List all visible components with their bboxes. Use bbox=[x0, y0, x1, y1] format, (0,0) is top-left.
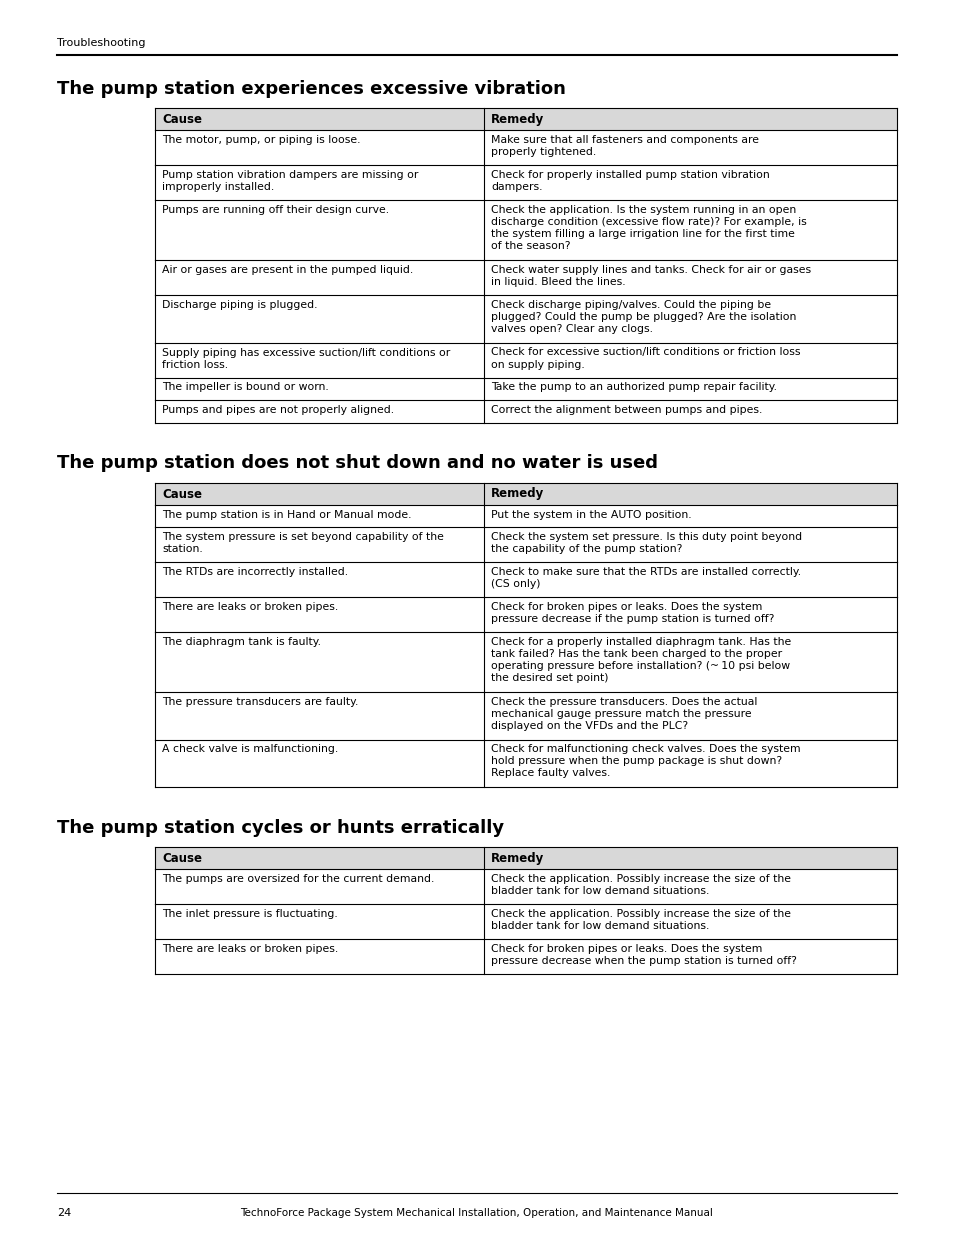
Text: A check valve is malfunctioning.: A check valve is malfunctioning. bbox=[162, 745, 338, 755]
Text: Check the application. Is the system running in an open
discharge condition (exc: Check the application. Is the system run… bbox=[491, 205, 806, 251]
Text: Cause: Cause bbox=[162, 852, 202, 864]
Text: Put the system in the AUTO position.: Put the system in the AUTO position. bbox=[491, 510, 691, 520]
Text: Make sure that all fasteners and components are
properly tightened.: Make sure that all fasteners and compone… bbox=[491, 135, 759, 157]
Text: TechnoForce Package System Mechanical Installation, Operation, and Maintenance M: TechnoForce Package System Mechanical In… bbox=[240, 1208, 713, 1218]
Text: Correct the alignment between pumps and pipes.: Correct the alignment between pumps and … bbox=[491, 405, 761, 415]
Text: Remedy: Remedy bbox=[491, 488, 543, 500]
Bar bbox=[154, 847, 896, 869]
Text: Troubleshooting: Troubleshooting bbox=[57, 38, 146, 48]
Text: The inlet pressure is fluctuating.: The inlet pressure is fluctuating. bbox=[162, 909, 337, 919]
Text: Pumps and pipes are not properly aligned.: Pumps and pipes are not properly aligned… bbox=[162, 405, 394, 415]
Text: Check the application. Possibly increase the size of the
bladder tank for low de: Check the application. Possibly increase… bbox=[491, 874, 790, 897]
Text: Cause: Cause bbox=[162, 488, 202, 500]
Text: Discharge piping is plugged.: Discharge piping is plugged. bbox=[162, 300, 317, 310]
Text: There are leaks or broken pipes.: There are leaks or broken pipes. bbox=[162, 944, 338, 953]
Text: Air or gases are present in the pumped liquid.: Air or gases are present in the pumped l… bbox=[162, 266, 413, 275]
Text: Check water supply lines and tanks. Check for air or gases
in liquid. Bleed the : Check water supply lines and tanks. Chec… bbox=[491, 266, 810, 287]
Bar bbox=[154, 483, 896, 505]
Text: Supply piping has excessive suction/lift conditions or
friction loss.: Supply piping has excessive suction/lift… bbox=[162, 347, 450, 369]
Text: Check discharge piping/valves. Could the piping be
plugged? Could the pump be pl: Check discharge piping/valves. Could the… bbox=[491, 300, 796, 333]
Text: There are leaks or broken pipes.: There are leaks or broken pipes. bbox=[162, 601, 338, 613]
Text: The system pressure is set beyond capability of the
station.: The system pressure is set beyond capabi… bbox=[162, 532, 443, 555]
Text: The pump station does not shut down and no water is used: The pump station does not shut down and … bbox=[57, 454, 658, 473]
Text: The pumps are oversized for the current demand.: The pumps are oversized for the current … bbox=[162, 874, 434, 884]
Text: The pump station is in Hand or Manual mode.: The pump station is in Hand or Manual mo… bbox=[162, 510, 411, 520]
Bar bbox=[154, 107, 896, 130]
Text: The impeller is bound or worn.: The impeller is bound or worn. bbox=[162, 383, 329, 393]
Text: Remedy: Remedy bbox=[491, 852, 543, 864]
Text: Pumps are running off their design curve.: Pumps are running off their design curve… bbox=[162, 205, 389, 215]
Text: The pump station cycles or hunts erratically: The pump station cycles or hunts erratic… bbox=[57, 819, 503, 837]
Text: Take the pump to an authorized pump repair facility.: Take the pump to an authorized pump repa… bbox=[491, 383, 776, 393]
Text: Check the pressure transducers. Does the actual
mechanical gauge pressure match : Check the pressure transducers. Does the… bbox=[491, 697, 757, 731]
Text: Check for a properly installed diaphragm tank. Has the
tank failed? Has the tank: Check for a properly installed diaphragm… bbox=[491, 637, 790, 683]
Text: Pump station vibration dampers are missing or
improperly installed.: Pump station vibration dampers are missi… bbox=[162, 170, 418, 191]
Text: The RTDs are incorrectly installed.: The RTDs are incorrectly installed. bbox=[162, 567, 348, 577]
Text: Check to make sure that the RTDs are installed correctly.
(CS only): Check to make sure that the RTDs are ins… bbox=[491, 567, 801, 589]
Text: Check for broken pipes or leaks. Does the system
pressure decrease when the pump: Check for broken pipes or leaks. Does th… bbox=[491, 944, 796, 966]
Text: Check the system set pressure. Is this duty point beyond
the capability of the p: Check the system set pressure. Is this d… bbox=[491, 532, 801, 555]
Text: Remedy: Remedy bbox=[491, 112, 543, 126]
Text: Check for properly installed pump station vibration
dampers.: Check for properly installed pump statio… bbox=[491, 170, 769, 191]
Text: Check the application. Possibly increase the size of the
bladder tank for low de: Check the application. Possibly increase… bbox=[491, 909, 790, 931]
Text: The pressure transducers are faulty.: The pressure transducers are faulty. bbox=[162, 697, 358, 706]
Text: Check for malfunctioning check valves. Does the system
hold pressure when the pu: Check for malfunctioning check valves. D… bbox=[491, 745, 800, 778]
Text: Cause: Cause bbox=[162, 112, 202, 126]
Text: The diaphragm tank is faulty.: The diaphragm tank is faulty. bbox=[162, 637, 320, 647]
Text: 24: 24 bbox=[57, 1208, 71, 1218]
Text: The pump station experiences excessive vibration: The pump station experiences excessive v… bbox=[57, 80, 565, 98]
Text: The motor, pump, or piping is loose.: The motor, pump, or piping is loose. bbox=[162, 135, 360, 144]
Text: Check for broken pipes or leaks. Does the system
pressure decrease if the pump s: Check for broken pipes or leaks. Does th… bbox=[491, 601, 774, 624]
Text: Check for excessive suction/lift conditions or friction loss
on supply piping.: Check for excessive suction/lift conditi… bbox=[491, 347, 800, 369]
